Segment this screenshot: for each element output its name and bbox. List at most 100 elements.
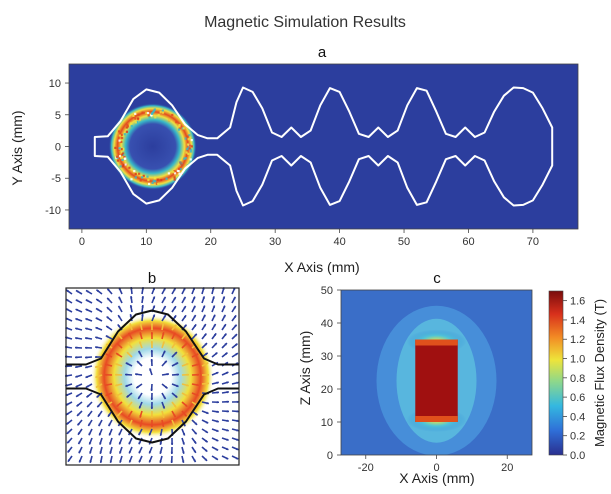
field-ring-speck xyxy=(128,166,131,169)
vector-arrow-head xyxy=(106,307,110,310)
vector-arrow-head xyxy=(129,314,133,317)
field-ring-speck xyxy=(177,128,181,131)
vector-arrow-head xyxy=(183,333,187,336)
field-ring-speck xyxy=(181,164,184,167)
vector-arrow-head xyxy=(162,415,165,418)
vector-arrow-head xyxy=(85,356,88,359)
field-ring-speck xyxy=(189,148,193,151)
field-ring-speck xyxy=(148,116,151,119)
field-ring-speck xyxy=(168,119,171,122)
vector-arrow-head xyxy=(163,315,166,318)
vector-arrow-head xyxy=(216,400,219,404)
vector-arrow-head xyxy=(152,296,156,299)
colorbar-tick-label: 0.4 xyxy=(570,411,585,423)
vector-arrow-head xyxy=(236,410,239,413)
vector-arrow-head xyxy=(107,414,111,417)
vector-arrow-head xyxy=(176,373,179,376)
y-tick-label: 50 xyxy=(321,285,333,297)
vector-arrow-head xyxy=(172,423,176,427)
panel-c-y-ticks: 50 40 30 20 10 0 xyxy=(321,285,341,462)
vector-arrow-head xyxy=(135,373,138,376)
field-ring-speck xyxy=(188,134,191,137)
vector-arrow-head xyxy=(66,289,69,293)
vector-arrow-head xyxy=(75,299,79,302)
vector-arrow-head xyxy=(166,372,169,376)
vector-arrow-head xyxy=(173,306,176,309)
vector-arrow-head xyxy=(118,432,122,436)
vector-arrow-head xyxy=(206,382,209,385)
field-ring-speck xyxy=(178,123,181,127)
vector-arrow-head xyxy=(78,459,82,463)
vector-arrow-head xyxy=(150,397,154,400)
vector-arrow-head xyxy=(115,394,119,397)
vector-arrow-head xyxy=(186,383,189,387)
b-outline-top xyxy=(66,309,239,366)
field-ring-speck xyxy=(121,158,124,161)
y-tick-label: 0 xyxy=(327,450,333,462)
field-ring-speck xyxy=(153,177,156,180)
y-tick-label: 10 xyxy=(321,417,333,429)
vector-arrow-head xyxy=(159,451,163,454)
vector-arrow-head xyxy=(95,317,99,320)
vector-arrow-head xyxy=(129,305,133,308)
field-ring-speck xyxy=(173,176,176,179)
vector-arrow-head xyxy=(213,323,216,327)
vector-arrow-head xyxy=(105,363,108,367)
vector-arrow-head xyxy=(205,439,208,443)
y-tick-label: 30 xyxy=(321,351,333,363)
vector-arrow-head xyxy=(116,353,119,356)
vector-arrow-head xyxy=(129,460,132,463)
vector-arrow-head xyxy=(212,296,215,299)
vector-arrow-head xyxy=(202,305,206,309)
vector-arrow-head xyxy=(66,412,69,415)
field-ring-speck xyxy=(124,163,127,166)
vector-arrow-head xyxy=(226,390,229,394)
vector-arrow-head xyxy=(226,400,229,404)
vector-arrow-head xyxy=(149,368,152,371)
vector-arrow-head xyxy=(107,297,110,301)
vector-arrow-head xyxy=(115,363,118,366)
vector-arrow-head xyxy=(236,400,239,404)
vector-arrow-head xyxy=(205,352,208,356)
vector-arrow-head xyxy=(226,410,229,413)
vector-arrow-head xyxy=(182,433,186,436)
magnet-bottom-edge xyxy=(415,416,458,422)
vector-arrow-head xyxy=(118,423,121,427)
field-ring-speck xyxy=(187,152,190,155)
vector-arrow-head xyxy=(136,385,139,389)
colorbar-tick-label: 0.2 xyxy=(570,431,585,443)
vector-arrow-head xyxy=(89,460,93,463)
field-ring-speck xyxy=(117,130,121,133)
panel-c-x-ticks: -20 0 20 xyxy=(358,455,513,474)
vector-arrow-head xyxy=(75,318,78,321)
vector-arrow-head xyxy=(105,383,108,387)
vector-arrow-head xyxy=(125,384,128,387)
vector-arrow-head xyxy=(85,346,88,350)
field-ring-speck xyxy=(173,170,176,173)
vector-arrow-head xyxy=(196,383,199,387)
field-ring-speck xyxy=(154,116,157,119)
vector-arrow-head xyxy=(105,393,108,397)
field-ring-speck xyxy=(119,165,122,168)
magnet-core xyxy=(415,339,458,422)
vector-arrow-head xyxy=(193,441,197,444)
vector-arrow-head xyxy=(128,450,132,454)
field-ring-speck xyxy=(118,139,121,142)
vector-arrow-head xyxy=(105,373,108,377)
vector-arrow-head xyxy=(226,381,229,384)
vector-arrow-head xyxy=(163,396,166,400)
vector-arrow-head xyxy=(118,296,121,300)
field-ring-speck xyxy=(179,168,182,171)
vector-arrow-head xyxy=(162,341,165,344)
colorbar-ticks: 1.6 1.4 1.2 1.0 0.8 0.6 0.4 0.2 0.0 xyxy=(563,296,585,462)
field-ring-speck xyxy=(177,167,181,170)
field-ring-speck xyxy=(146,175,149,178)
vector-arrow-head xyxy=(128,423,132,427)
vector-arrow-head xyxy=(150,415,154,418)
vector-arrow-head xyxy=(216,410,219,414)
vector-arrow-head xyxy=(182,451,185,454)
vector-arrow-head xyxy=(234,334,238,337)
field-ring-speck xyxy=(118,134,121,137)
vector-arrow-head xyxy=(215,448,219,451)
